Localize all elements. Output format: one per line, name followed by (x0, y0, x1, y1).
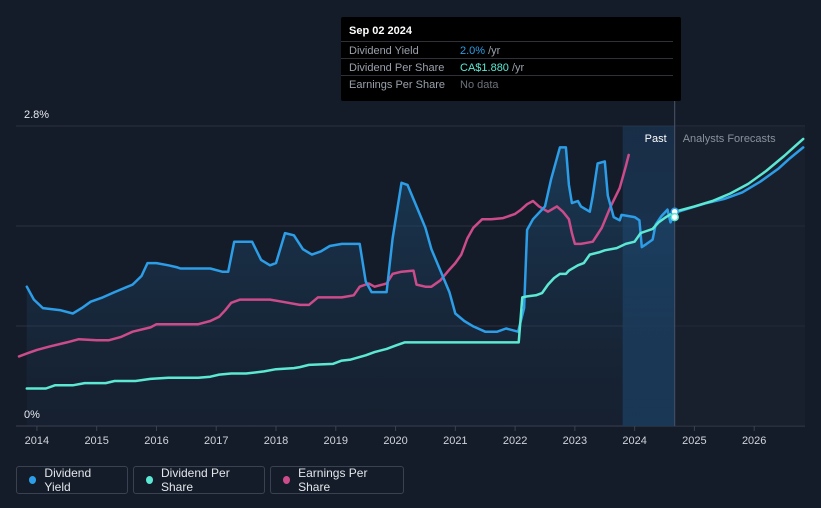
tooltip-value: No data (460, 79, 499, 91)
tooltip-row-dividend-yield: Dividend Yield 2.0%/yr (341, 41, 673, 59)
x-tick-label: 2019 (324, 435, 348, 447)
legend-label: Earnings Per Share (298, 466, 368, 494)
legend-label: Dividend Per Share (161, 466, 230, 494)
x-tick-label: 2016 (144, 435, 168, 447)
tooltip-date: Sep 02 2024 (349, 25, 412, 37)
dividend-yield-line (25, 146, 676, 333)
y-label-min: 0% (24, 409, 40, 421)
x-axis-ticks: 2014 2015 2016 2017 2018 2019 2020 2021 2022 2023… (25, 426, 766, 447)
legend-dividend-per-share[interactable]: Dividend Per Share (133, 466, 265, 494)
x-tick-label: 2018 (264, 435, 288, 447)
legend-dot-icon (146, 476, 153, 484)
tooltip-value: CA$1.880/yr (460, 62, 525, 74)
tooltip-label: Dividend Per Share (349, 62, 445, 74)
x-tick-label: 2023 (563, 435, 587, 447)
x-tick-label: 2014 (25, 435, 49, 447)
x-tick-label: 2020 (383, 435, 407, 447)
forecast-region (674, 126, 805, 426)
region-labels: Past Analysts Forecasts (645, 133, 776, 145)
y-label-max: 2.8% (24, 109, 49, 121)
y-axis-labels: 2.8% 0% (24, 109, 49, 421)
x-tick-label: 2015 (84, 435, 108, 447)
x-tick-label: 2025 (682, 435, 706, 447)
hover-tooltip: Sep 02 2024 Dividend Yield 2.0%/yr Divid… (341, 17, 681, 101)
legend-dot-icon (29, 476, 37, 484)
tooltip-row-earnings-per-share: Earnings Per Share No data (341, 75, 673, 93)
tooltip-label: Dividend Yield (349, 45, 419, 57)
series-lines (17, 137, 805, 390)
tooltip-label: Earnings Per Share (349, 79, 445, 91)
past-label: Past (645, 133, 667, 145)
forecast-label: Analysts Forecasts (683, 133, 776, 145)
legend-label: Dividend Yield (44, 466, 92, 494)
x-tick-label: 2021 (443, 435, 467, 447)
tooltip-row-dividend-per-share: Dividend Per Share CA$1.880/yr (341, 58, 673, 76)
x-tick-label: 2022 (503, 435, 527, 447)
hover-markers (670, 207, 679, 222)
earnings-per-share-line (17, 153, 630, 358)
dividend-per-share-marker (670, 212, 679, 222)
x-tick-label: 2017 (204, 435, 228, 447)
x-tick-label: 2026 (742, 435, 766, 447)
tooltip-value: 2.0%/yr (460, 45, 501, 57)
legend-dividend-yield[interactable]: Dividend Yield (16, 466, 128, 494)
dividend-yield-area (26, 147, 675, 426)
x-tick-label: 2024 (622, 435, 646, 447)
legend-earnings-per-share[interactable]: Earnings Per Share (270, 466, 404, 494)
dividend-per-share-line (25, 137, 805, 390)
legend-dot-icon (283, 476, 291, 484)
yield-area (26, 147, 675, 426)
